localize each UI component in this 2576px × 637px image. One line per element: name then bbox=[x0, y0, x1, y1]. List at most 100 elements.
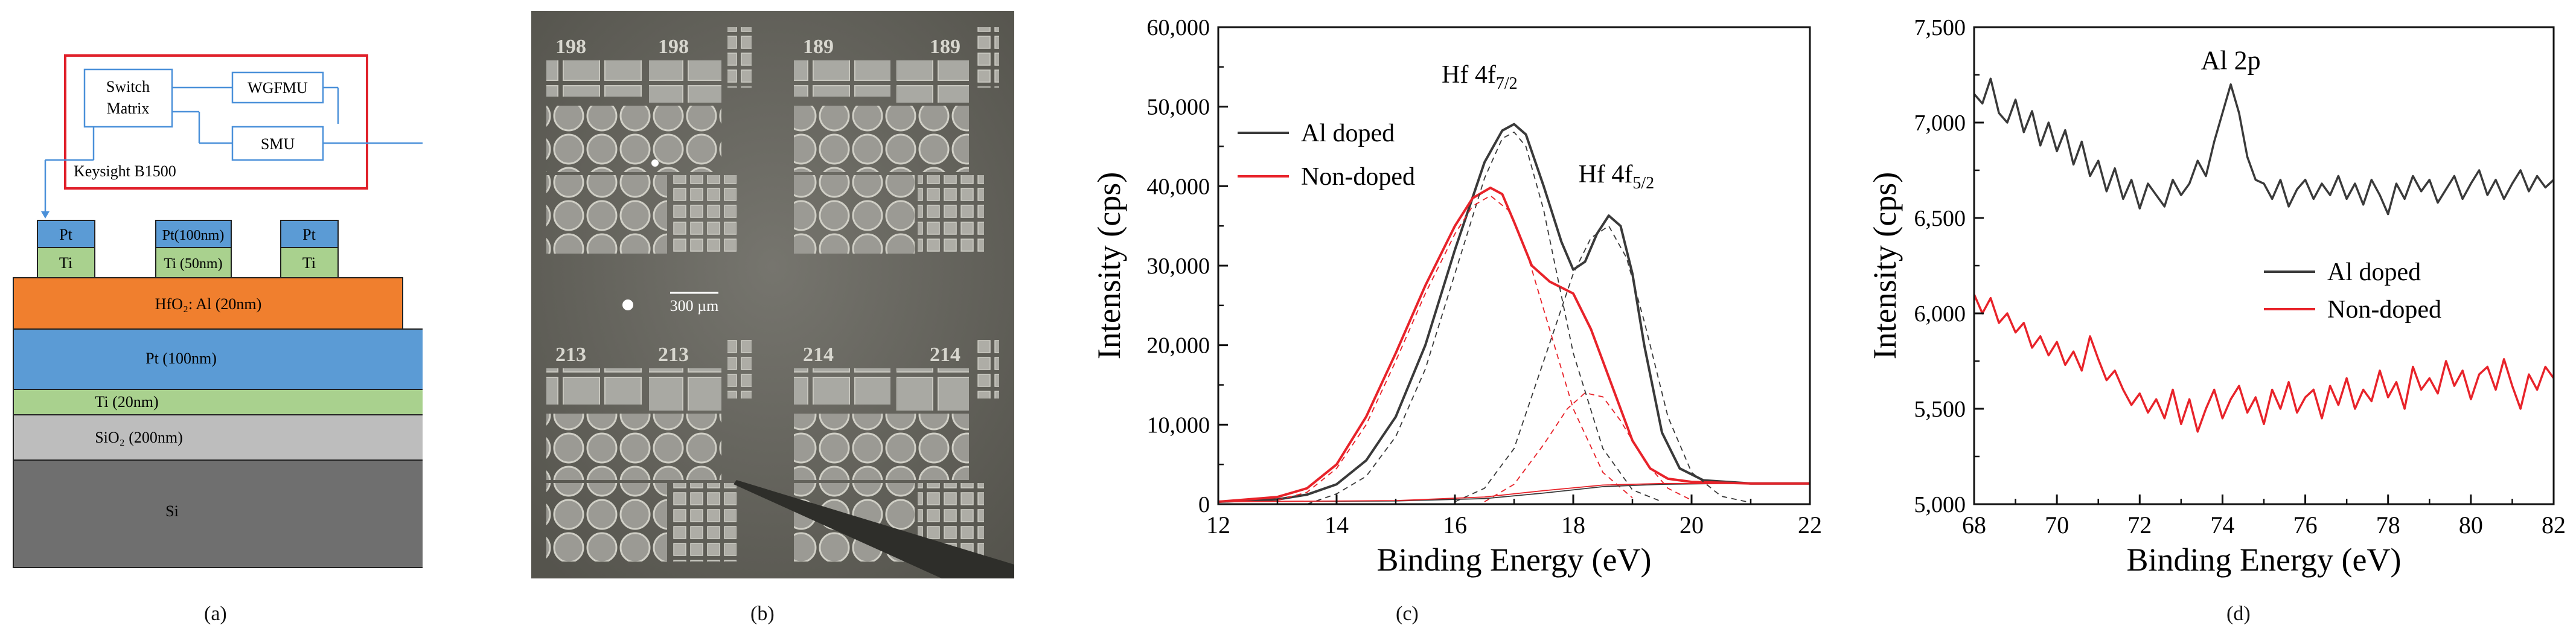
switch-matrix-label-2: Matrix bbox=[107, 100, 150, 117]
reflection-speck bbox=[622, 299, 633, 310]
series-line-al-doped-fit-4f7-2 bbox=[1306, 131, 1663, 505]
x-tick-label: 68 bbox=[1962, 511, 1986, 539]
electrode-3-ti-label: Ti bbox=[302, 254, 316, 272]
y-axis-label: Intensity (cps) bbox=[1091, 172, 1127, 359]
layer-pt bbox=[13, 328, 473, 390]
peak-label-al-2p: Al 2p bbox=[2201, 46, 2261, 75]
x-tick-label: 70 bbox=[2045, 511, 2069, 539]
legend-label-1: Al doped bbox=[2327, 258, 2421, 286]
wgfmu-box bbox=[231, 71, 324, 104]
x-tick-label: 20 bbox=[1680, 511, 1704, 539]
series-line-al-doped bbox=[1218, 123, 1810, 503]
electrode-1-pt-label: Pt bbox=[59, 226, 72, 243]
series-line-non-doped-background bbox=[1218, 482, 1810, 502]
x-tick-label: 14 bbox=[1325, 511, 1349, 539]
layer-ti bbox=[13, 389, 473, 415]
y-tick-label: 5,000 bbox=[1914, 492, 1966, 517]
plot-frame bbox=[1973, 26, 2555, 505]
die-label: 213 bbox=[555, 344, 586, 366]
top-electrode-1: Pt Ti bbox=[37, 220, 95, 278]
y-axis-label: Intensity (cps) bbox=[1867, 172, 1903, 359]
x-tick-label: 16 bbox=[1443, 511, 1467, 539]
panel-d: 68 70 72 74 76 78 80 82 5,000 5,500 6,000 6,500 7,00… bbox=[1841, 0, 2576, 637]
y-tick-label: 40,000 bbox=[1147, 174, 1210, 199]
x-tick-label: 72 bbox=[2127, 511, 2152, 539]
panel-a: Switch Matrix WGFMU SMU Keysight B1500 bbox=[0, 0, 495, 637]
x-tick-label: 22 bbox=[1798, 511, 1822, 539]
y-tick-label: 6,000 bbox=[1914, 301, 1966, 327]
layer-pt-label: Pt (100nm) bbox=[145, 350, 217, 367]
reflection-speck bbox=[651, 159, 659, 167]
y-tick-label: 10,000 bbox=[1147, 412, 1210, 438]
die-214 bbox=[794, 338, 999, 562]
die-label: 214 bbox=[930, 344, 960, 366]
series-line-non-doped-fit-4f7-2 bbox=[1277, 195, 1633, 501]
electrode-2-pt-label: Pt(100nm) bbox=[162, 228, 225, 243]
top-electrode-2: Pt(100nm) Ti (50nm) bbox=[155, 220, 232, 278]
y-tick-label: 0 bbox=[1198, 492, 1210, 517]
y-tick-label: 7,500 bbox=[1914, 15, 1966, 40]
y-tick-label: 60,000 bbox=[1147, 15, 1210, 40]
y-tick-label: 7,000 bbox=[1914, 110, 1966, 136]
die-label: 198 bbox=[658, 36, 689, 58]
device-schematic: Switch Matrix WGFMU SMU Keysight B1500 bbox=[13, 54, 495, 568]
x-tick-label: 80 bbox=[2459, 511, 2483, 539]
wgfmu-label: WGFMU bbox=[248, 79, 308, 97]
xps-hf4f-chart: 12 14 16 18 20 22 0 10,000 20,000 30,000 40,000 50,… bbox=[1091, 15, 1822, 578]
x-tick-label: 18 bbox=[1561, 511, 1585, 539]
y-tick-label: 6,500 bbox=[1914, 206, 1966, 231]
peak-label-hf-4f5-2: Hf 4f5/2 bbox=[1579, 161, 1655, 193]
series-line-non-doped bbox=[1973, 293, 2555, 433]
layer-ti-label: Ti (20nm) bbox=[95, 393, 158, 411]
x-tick-label: 78 bbox=[2376, 511, 2400, 539]
panel-b: 198 198 189 189 213 213 214 214 300 µm (… bbox=[519, 0, 1063, 637]
die-label: 189 bbox=[930, 36, 960, 58]
x-tick-label: 74 bbox=[2210, 511, 2234, 539]
x-tick-label: 82 bbox=[2542, 511, 2566, 539]
panel-c: 12 14 16 18 20 22 0 10,000 20,000 30,000 40,000 50,… bbox=[1063, 0, 1841, 637]
electrode-3-pt-label: Pt bbox=[302, 226, 316, 243]
series-line-al-doped bbox=[1973, 77, 2555, 216]
instrument-name: Keysight B1500 bbox=[74, 162, 176, 180]
arrow-to-top-electrode bbox=[41, 211, 50, 219]
top-electrode-3: Pt Ti bbox=[280, 220, 339, 278]
layer-hfo2-label: HfO₂: Al (20nm) bbox=[155, 295, 262, 313]
series-line-non-doped bbox=[1218, 187, 1810, 503]
panel-c-caption: (c) bbox=[1396, 603, 1419, 625]
electrode-2-ti-label: Ti (50nm) bbox=[164, 256, 222, 272]
electrode-1-ti-label: Ti bbox=[59, 254, 72, 272]
die-label: 214 bbox=[803, 344, 834, 366]
x-axis-label: Binding Energy (eV) bbox=[2127, 542, 2402, 578]
legend-label-2: Non-doped bbox=[1301, 163, 1415, 191]
xps-al2p-chart: 68 70 72 74 76 78 80 82 5,000 5,500 6,000 6,500 7,00… bbox=[1867, 15, 2566, 578]
layer-sio2-label: SiO₂ (200nm) bbox=[95, 429, 183, 446]
smu-label: SMU bbox=[261, 135, 295, 153]
die-label: 189 bbox=[803, 36, 834, 58]
panel-a-caption: (a) bbox=[204, 603, 227, 625]
y-tick-label: 5,500 bbox=[1914, 397, 1966, 422]
die-198 bbox=[546, 27, 752, 254]
scale-bar-label: 300 µm bbox=[670, 297, 719, 315]
optical-micrograph: 198 198 189 189 213 213 214 214 300 µm bbox=[531, 11, 1014, 578]
y-tick-label: 20,000 bbox=[1147, 333, 1210, 359]
layer-hfo2 bbox=[13, 277, 403, 330]
panel-b-caption: (b) bbox=[750, 603, 775, 625]
y-tick-label: 50,000 bbox=[1147, 95, 1210, 120]
y-tick-label: 30,000 bbox=[1147, 254, 1210, 279]
plot-frame bbox=[1217, 26, 1811, 505]
series-line-al-doped-fit-4f5-2 bbox=[1454, 225, 1751, 504]
die-label: 213 bbox=[658, 344, 689, 366]
x-tick-label: 76 bbox=[2293, 511, 2318, 539]
die-label: 198 bbox=[555, 36, 586, 58]
peak-label-hf-4f7-2: Hf 4f7/2 bbox=[1442, 61, 1518, 93]
layer-sio2 bbox=[13, 414, 473, 461]
die-189 bbox=[794, 27, 999, 254]
layer-si-label: Si bbox=[165, 502, 179, 520]
die-213 bbox=[546, 338, 752, 562]
instrument-frame bbox=[64, 54, 368, 190]
x-tick-label: 12 bbox=[1206, 511, 1230, 539]
switch-matrix-label-1: Switch bbox=[106, 78, 150, 95]
x-axis-label: Binding Energy (eV) bbox=[1377, 542, 1652, 578]
legend-label-2: Non-doped bbox=[2327, 296, 2441, 324]
series-line-non-doped-fit-4f5-2 bbox=[1484, 392, 1692, 502]
